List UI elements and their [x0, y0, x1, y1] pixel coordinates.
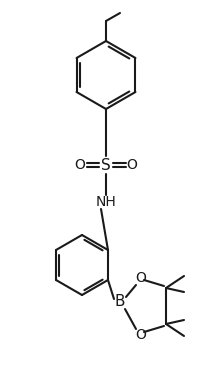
Text: NH: NH — [96, 195, 116, 209]
Text: O: O — [135, 271, 146, 285]
Text: S: S — [101, 157, 111, 172]
Text: O: O — [127, 158, 137, 172]
Text: O: O — [135, 328, 146, 342]
Text: O: O — [75, 158, 85, 172]
Text: B: B — [115, 294, 125, 310]
